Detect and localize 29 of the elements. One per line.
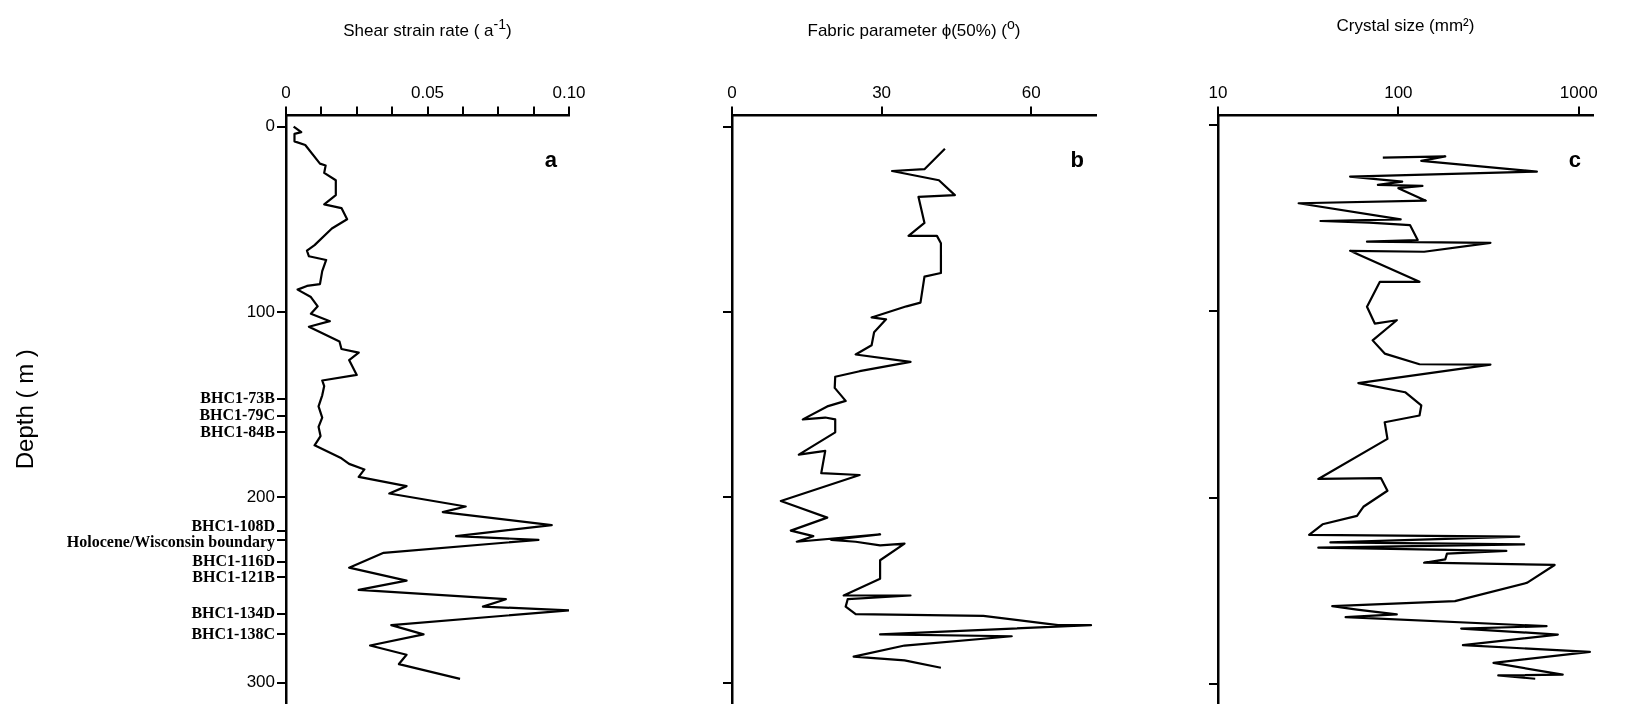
x-tick-label: 10 [1208,82,1228,102]
y-tick-label: Holocene/Wisconsin boundary [66,533,275,552]
y-tick-label: BHC1-134D [191,604,275,622]
x-tick-label: 30 [872,82,892,102]
y-tick-label: BHC1-121B [192,567,276,585]
y-tick-label: 200 [246,486,275,506]
y-tick-label: BHC1-73B [200,389,276,407]
annotation: c [1568,147,1581,173]
chart-title: Shear strain rate ( a$^{-1}$) [342,16,513,41]
annotation: a [544,147,558,173]
y-tick-label: BHC1-138C [191,624,275,642]
x-tick-label: 0.10 [552,82,586,102]
y-tick-label: BHC1-108D [191,517,275,535]
y-tick-label: 100 [246,301,275,321]
y-tick-label: BHC1-116D [192,551,275,569]
x-tick-label: 60 [1021,82,1041,102]
y-axis-title: Depth ( m ) [11,349,39,470]
x-tick-label: 0.05 [410,82,445,102]
y-tick-label: 300 [246,672,275,692]
chart-title: Crystal size (mm²) [1335,16,1476,36]
x-tick-label: 0 [281,82,291,102]
y-tick-label: BHC1-79C [199,405,275,423]
annotation: b [1070,147,1084,173]
chart-title: Fabric parameter ϕ(50%) ($^{o}$) [806,16,1022,41]
x-tick-label: 0 [727,82,737,102]
y-tick-label: BHC1-84B [200,422,276,440]
y-tick-label: 0 [265,116,275,136]
x-tick-label: 1000 [1559,82,1598,102]
x-tick-label: 100 [1384,82,1413,102]
